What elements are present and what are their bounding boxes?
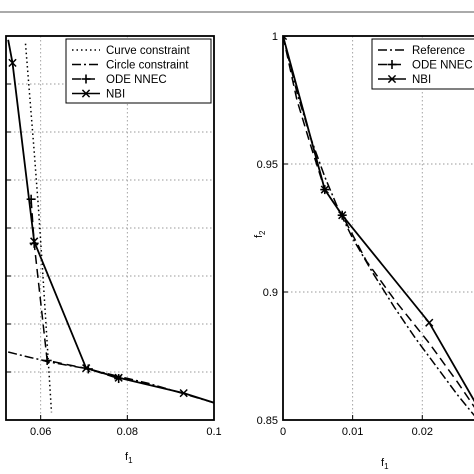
right-series-0-line xyxy=(283,36,474,417)
left-legend: Curve constraint Circle constraint ODE NNE… xyxy=(65,38,212,104)
left-xtick-label: 0.08 xyxy=(117,426,138,438)
right-chart-panel: 0 0.01 0.02 0.85 0.9 0.95 1 Reference ODE NNEC NB… xyxy=(257,31,474,438)
left-series-3-marker xyxy=(179,388,188,398)
left-series-3-marker xyxy=(114,373,123,382)
left-legend-label: Circle constraint xyxy=(106,60,189,72)
left-series-3-marker xyxy=(8,58,17,68)
right-series-2-marker xyxy=(338,211,347,220)
right-ylabel: f2 xyxy=(253,230,267,238)
right-xtick-label: 0 xyxy=(280,426,286,438)
right-series-group xyxy=(283,36,474,417)
right-frame xyxy=(282,35,474,421)
right-legend-label: NBI xyxy=(412,74,431,86)
left-series-group xyxy=(7,39,214,413)
right-legend-label: ODE NNEC xyxy=(412,60,473,72)
left-frame xyxy=(5,35,215,421)
left-xlabel: f1 xyxy=(125,451,133,465)
right-series-1-line xyxy=(283,36,474,408)
right-ytick-label: 0.9 xyxy=(263,287,278,299)
right-ytick-label: 1 xyxy=(272,31,278,43)
left-xtick-label: 0.1 xyxy=(206,426,221,438)
left-legend-marker xyxy=(81,89,91,98)
right-series-2-line xyxy=(283,36,474,403)
right-legend-box xyxy=(371,38,474,90)
left-xtick-label: 0.06 xyxy=(30,426,51,438)
left-legend-label: NBI xyxy=(106,89,125,101)
right-ylabel-group: f2 xyxy=(253,230,267,238)
left-chart-panel: 0.06 0.08 0.1 Curve constraint Circle constr… xyxy=(5,35,222,438)
right-series-2-marker xyxy=(283,36,288,41)
right-legend-marker xyxy=(387,74,397,84)
right-legend: Reference ODE NNEC NBI xyxy=(371,38,474,90)
right-series-2-marker xyxy=(425,318,434,327)
left-series-3-marker xyxy=(82,364,91,373)
right-xlabel: f1 xyxy=(381,457,389,471)
left-series-3-marker xyxy=(30,237,39,246)
left-series-2-line xyxy=(30,199,119,380)
right-ytick-label: 0.85 xyxy=(257,415,278,427)
right-ytick-label: 0.95 xyxy=(257,159,278,171)
left-legend-label: Curve constraint xyxy=(106,45,191,57)
right-legend-label: Reference xyxy=(412,45,465,57)
right-series-2-marker xyxy=(320,185,329,194)
right-xtick-label: 0.01 xyxy=(342,426,363,438)
left-legend-label: ODE NNEC xyxy=(106,74,167,86)
left-series-1-line xyxy=(7,351,214,404)
right-xtick-label: 0.02 xyxy=(412,426,433,438)
